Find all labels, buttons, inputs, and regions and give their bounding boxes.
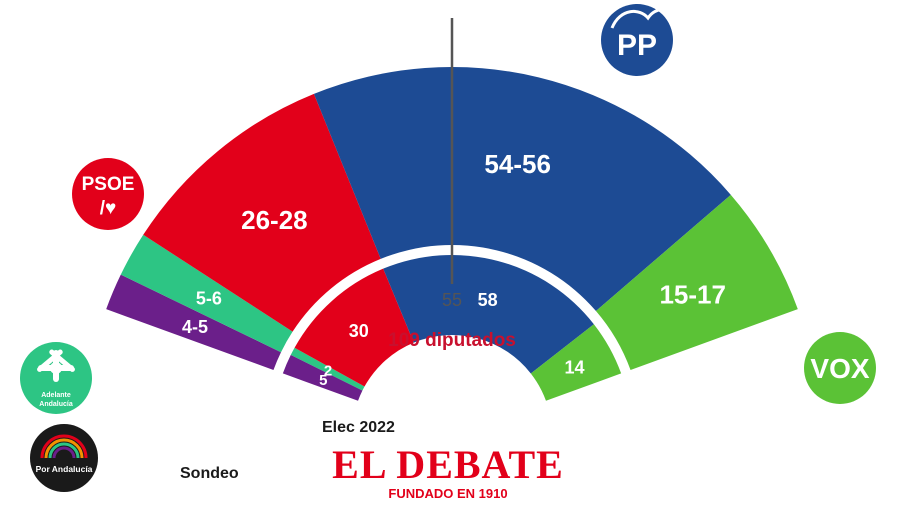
segment-labels: 4-5 5-6 26-28 54-56 15-17 52 30 58 14 <box>182 149 726 389</box>
psoe-logo-symbol: /♥ <box>100 198 117 219</box>
inner-ring-segment-vox <box>530 324 622 401</box>
por-andalucia-logo-text: Por Andalucía <box>36 464 93 474</box>
pp-logo: PP <box>601 4 674 76</box>
inner-ring-label-psoe: 30 <box>349 321 369 341</box>
outer-ring-label-pp: 54-56 <box>484 149 551 179</box>
psoe-logo-text: PSOE <box>82 174 135 195</box>
inner-ring-segment-por-andaluc-a <box>282 354 363 401</box>
adelante-andalucia-logo: Adelante Andalucía <box>20 342 92 414</box>
outer-ring-segment-psoe <box>143 93 381 332</box>
el-debate-brand: EL DEBATE FUNDADO EN 1910 <box>332 442 564 501</box>
outer-ring-segment-pp <box>313 67 731 311</box>
adelante-logo-line1: Adelante <box>41 392 71 399</box>
outer-ring-label-psoe: 26-28 <box>241 205 308 235</box>
outer-ring-segment-adelante-andaluc-a <box>120 234 293 353</box>
vox-logo-text: VOX <box>810 353 869 384</box>
outer-ring-segment-por-andaluc-a <box>106 274 281 371</box>
inner-ring-label-adelante-andaluc-a: 2 <box>324 362 332 379</box>
outer-ring-segment-vox <box>595 194 798 371</box>
star-icon <box>37 349 75 382</box>
outer-ring-label-vox: 15-17 <box>659 279 726 309</box>
inner-ring-label-por-andaluc-a: 5 <box>319 372 327 389</box>
outer-ring-label-por-andaluc-a: 4-5 <box>182 317 208 337</box>
adelante-logo-line2: Andalucía <box>39 401 73 408</box>
inner-ring-label-pp: 58 <box>478 290 498 310</box>
inner-ring-segment-pp <box>383 255 594 374</box>
inner-ring-elec-2022 <box>282 255 622 401</box>
por-andalucia-logo: Por Andalucía <box>30 424 98 492</box>
pp-logo-text: PP <box>617 29 657 62</box>
inner-ring-segment-adelante-andaluc-a <box>290 347 365 391</box>
inner-ring-label-vox: 14 <box>564 358 584 378</box>
outer-ring-label-adelante-andaluc-a: 5-6 <box>196 289 222 309</box>
outer-ring-label: Sondeo <box>180 465 239 482</box>
inner-ring-label: Elec 2022 <box>322 419 395 436</box>
majority-value: 55 <box>442 290 462 310</box>
inner-ring-segment-psoe <box>294 268 414 387</box>
brand-name: EL DEBATE <box>332 442 564 487</box>
total-seats-label: 109 diputados <box>388 330 516 351</box>
outer-ring-sondeo <box>106 67 798 371</box>
vox-logo: VOX <box>804 332 876 404</box>
psoe-logo: PSOE /♥ <box>72 158 144 230</box>
brand-tagline: FUNDADO EN 1910 <box>388 486 507 501</box>
